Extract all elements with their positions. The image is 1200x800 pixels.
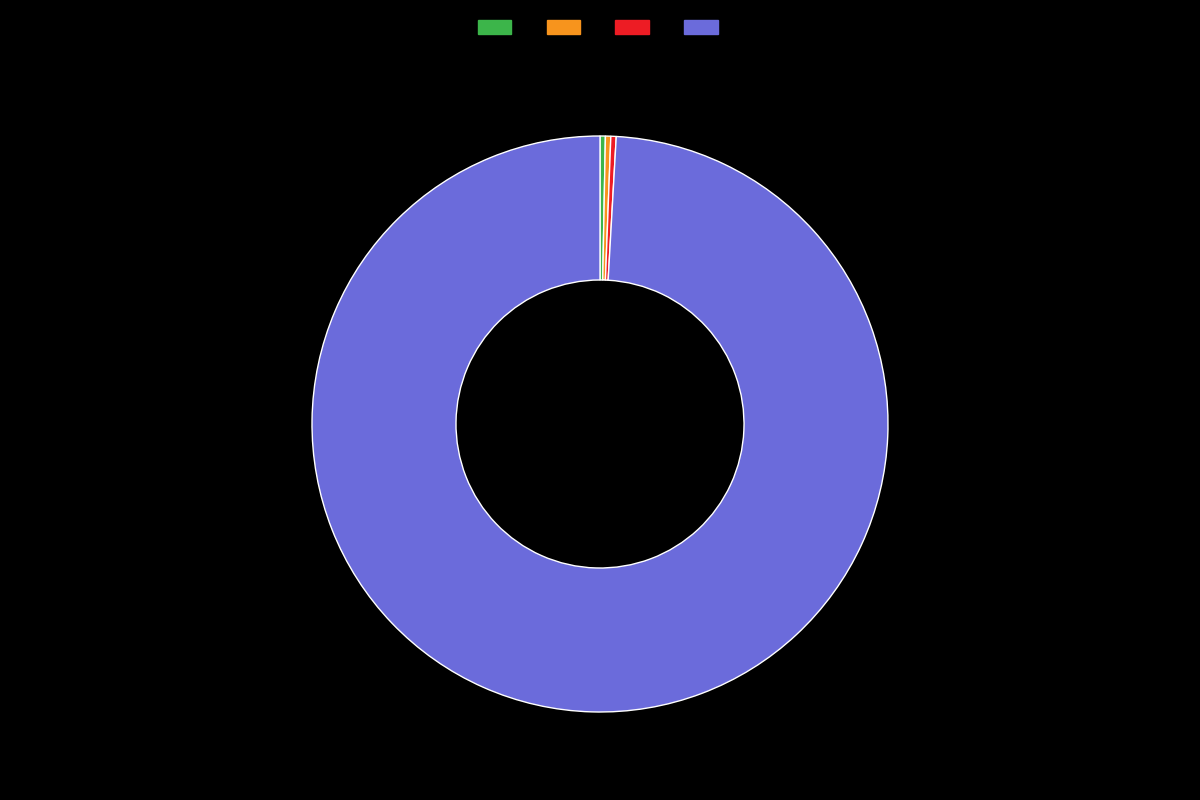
Wedge shape [606, 136, 617, 280]
Wedge shape [600, 136, 606, 280]
Legend: , , , : , , , [472, 14, 728, 42]
Wedge shape [602, 136, 611, 280]
Wedge shape [312, 136, 888, 712]
